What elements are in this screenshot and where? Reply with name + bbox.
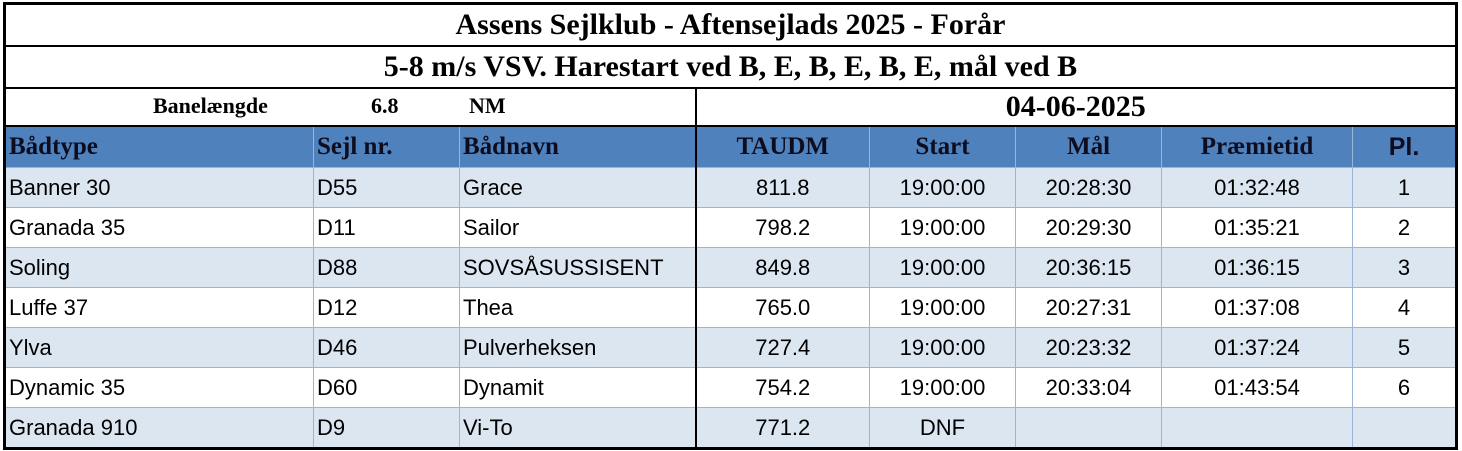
cell: 4 <box>1352 287 1457 328</box>
course-unit: NM <box>469 93 506 118</box>
column-header: Mål <box>1015 126 1162 168</box>
cell: 20:28:30 <box>1015 167 1162 208</box>
cell: Grace <box>459 167 697 208</box>
data-row: Granada 910 D9 Vi-To 771.2 DNF <box>4 407 1457 449</box>
cell: Luffe 37 <box>4 287 314 328</box>
cell: Vi-To <box>459 407 697 449</box>
course-info: Banelængde 6.8 NM <box>4 88 696 127</box>
cell: 01:32:48 <box>1161 167 1353 208</box>
cell: 849.8 <box>695 247 870 288</box>
column-header: Bådtype <box>4 126 314 168</box>
cell: 20:27:31 <box>1015 287 1162 328</box>
cell: D60 <box>313 367 460 408</box>
cell: SOVSÅSUSSISENT <box>459 247 697 288</box>
cell: D88 <box>313 247 460 288</box>
cell: 727.4 <box>695 327 870 368</box>
cell: Granada 910 <box>4 407 314 449</box>
cell: 754.2 <box>695 367 870 408</box>
cell: Granada 35 <box>4 207 314 248</box>
cell: 1 <box>1352 167 1457 208</box>
cell: Pulverheksen <box>459 327 697 368</box>
cell: 811.8 <box>695 167 870 208</box>
course-label: Banelængde <box>153 93 268 118</box>
data-row: Ylva D46 Pulverheksen 727.4 19:00:00 20:23:32… <box>4 327 1457 368</box>
cell: 5 <box>1352 327 1457 368</box>
cell: 20:29:30 <box>1015 207 1162 248</box>
cell: 01:37:08 <box>1161 287 1353 328</box>
data-row: Dynamic 35 D60 Dynamit 754.2 19:00:00 20:33:0… <box>4 367 1457 408</box>
column-header-row: Bådtype Sejl nr. Bådnavn TAUDM Start Mål Præmi… <box>4 126 1457 168</box>
course-length: 6.8 <box>371 93 399 118</box>
cell <box>1352 407 1457 449</box>
cell: D11 <box>313 207 460 248</box>
cell: 20:36:15 <box>1015 247 1162 288</box>
cell: 19:00:00 <box>869 167 1016 208</box>
cell: Sailor <box>459 207 697 248</box>
cell: 19:00:00 <box>869 207 1016 248</box>
column-header: Start <box>869 126 1016 168</box>
cell: 01:37:24 <box>1161 327 1353 368</box>
cell: D9 <box>313 407 460 449</box>
results-table: Assens Sejlklub - Aftensejlads 2025 - Fo… <box>3 2 1458 450</box>
data-row: Granada 35 D11 Sailor 798.2 19:00:00 20:29:30… <box>4 207 1457 248</box>
cell: Ylva <box>4 327 314 368</box>
cell: D46 <box>313 327 460 368</box>
cell: 2 <box>1352 207 1457 248</box>
cell: D55 <box>313 167 460 208</box>
column-header: Pl. <box>1352 126 1457 168</box>
cell: Dynamic 35 <box>4 367 314 408</box>
cell: 6 <box>1352 367 1457 408</box>
column-header: Bådnavn <box>459 126 697 168</box>
data-row: Luffe 37 D12 Thea 765.0 19:00:00 20:27:31 01:3… <box>4 287 1457 328</box>
column-header: Præmietid <box>1161 126 1353 168</box>
cell: 20:33:04 <box>1015 367 1162 408</box>
results-sheet: Assens Sejlklub - Aftensejlads 2025 - Fo… <box>3 2 1458 450</box>
race-date: 04-06-2025 <box>694 88 1457 127</box>
cell: Dynamit <box>459 367 697 408</box>
cell: 19:00:00 <box>869 327 1016 368</box>
cell: 19:00:00 <box>869 367 1016 408</box>
cell: 01:43:54 <box>1161 367 1353 408</box>
cell: Soling <box>4 247 314 288</box>
cell: 798.2 <box>695 207 870 248</box>
cell <box>1015 407 1162 449</box>
cell: Thea <box>459 287 697 328</box>
data-row: Banner 30 D55 Grace 811.8 19:00:00 20:28:30 01… <box>4 167 1457 208</box>
title: Assens Sejlklub - Aftensejlads 2025 - Fo… <box>4 3 1457 47</box>
cell: 3 <box>1352 247 1457 288</box>
cell: 01:36:15 <box>1161 247 1353 288</box>
column-header: Sejl nr. <box>313 126 460 168</box>
cell: 20:23:32 <box>1015 327 1162 368</box>
cell: Banner 30 <box>4 167 314 208</box>
cell <box>1161 407 1353 449</box>
cell: 771.2 <box>695 407 870 449</box>
data-row: Soling D88 SOVSÅSUSSISENT 849.8 19:00:00 20:3… <box>4 247 1457 288</box>
cell: 19:00:00 <box>869 287 1016 328</box>
cell: DNF <box>869 407 1016 449</box>
cell: 765.0 <box>695 287 870 328</box>
cell: D12 <box>313 287 460 328</box>
column-header: TAUDM <box>695 126 870 168</box>
subtitle: 5-8 m/s VSV. Harestart ved B, E, B, E, B… <box>4 46 1457 89</box>
cell: 19:00:00 <box>869 247 1016 288</box>
cell: 01:35:21 <box>1161 207 1353 248</box>
